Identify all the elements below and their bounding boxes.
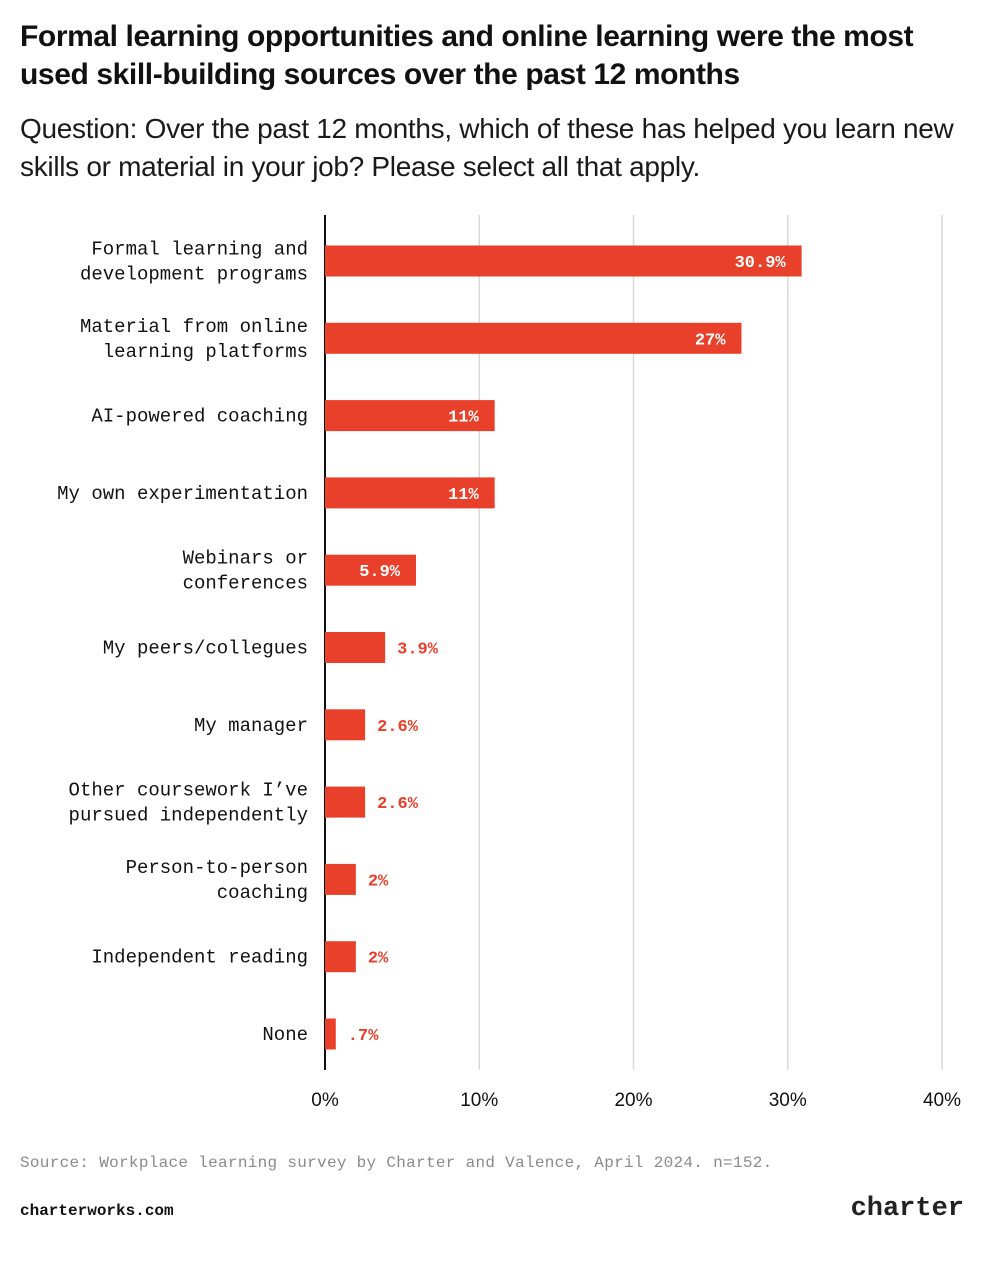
data-label: 2.6% (377, 795, 419, 814)
data-label: 27% (695, 331, 726, 350)
x-tick-label: 20% (614, 1090, 652, 1111)
category-label: learning platforms (103, 341, 308, 363)
category-label: conferences (183, 573, 308, 595)
bar (325, 941, 356, 973)
data-label: 3.9% (397, 641, 439, 660)
category-label: pursued independently (69, 805, 308, 827)
bar (325, 1018, 336, 1050)
bar (325, 477, 495, 509)
category-label: coaching (217, 882, 308, 904)
data-label: 2% (368, 872, 389, 891)
bar (325, 863, 356, 895)
category-label: Material from online (80, 316, 308, 338)
bars (325, 245, 802, 1050)
data-label: .7% (348, 1027, 379, 1046)
category-label: AI-powered coaching (91, 406, 308, 428)
category-label: My peers/collegues (103, 638, 308, 660)
value-labels: 30.9% 27% 11% 11% 5.9% 3.9% 2.6% 2.6% 2% 2% .7% (348, 254, 787, 1046)
bar (325, 786, 366, 818)
category-labels: Formal learning and development programs M… (57, 239, 308, 1047)
category-label: My manager (194, 715, 308, 737)
category-label: Independent reading (91, 947, 308, 969)
bar (325, 400, 495, 432)
data-label: 30.9% (735, 254, 787, 273)
bar-chart: Formal learning and development programs M… (57, 215, 961, 1111)
x-tick-label: 0% (311, 1090, 339, 1111)
data-label: 11% (448, 486, 479, 505)
chart-title: Formal learning opportunities and online… (20, 20, 914, 91)
bar (325, 554, 417, 586)
category-label: None (262, 1024, 308, 1046)
x-tick-label: 40% (923, 1090, 961, 1111)
category-label: Formal learning and (91, 239, 308, 261)
data-label: 11% (448, 409, 479, 428)
category-label: Other coursework I’ve (69, 780, 308, 802)
bar (325, 322, 742, 354)
x-axis-ticks: 0% 10% 20% 30% 40% (311, 1090, 961, 1111)
site-url: charterworks.com (20, 1202, 174, 1220)
chart-subtitle: Question: Over the past 12 months, which… (20, 113, 954, 182)
bar (325, 632, 386, 663)
category-label: Person-to-person (126, 857, 308, 879)
category-label: Webinars or (183, 548, 308, 570)
x-tick-label: 30% (769, 1090, 807, 1111)
data-label: 5.9% (359, 563, 401, 582)
bar (325, 245, 802, 277)
data-label: 2.6% (377, 718, 419, 737)
source-note: Source: Workplace learning survey by Cha… (20, 1154, 773, 1172)
brand-logo: charter (850, 1194, 964, 1224)
x-tick-label: 10% (460, 1090, 498, 1111)
data-label: 2% (368, 950, 389, 969)
bar (325, 709, 366, 741)
category-label: development programs (80, 264, 308, 286)
category-label: My own experimentation (57, 483, 308, 505)
